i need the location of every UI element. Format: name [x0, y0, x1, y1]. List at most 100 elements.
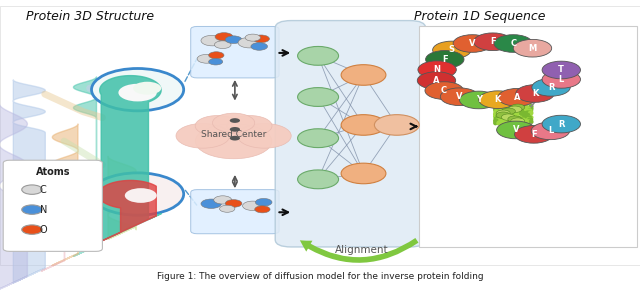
Circle shape: [341, 115, 386, 135]
Text: V: V: [513, 126, 519, 134]
Text: Atoms: Atoms: [36, 167, 70, 177]
Text: F: F: [531, 130, 536, 139]
Circle shape: [225, 200, 242, 207]
Circle shape: [22, 205, 42, 214]
Circle shape: [460, 91, 498, 109]
Circle shape: [225, 36, 242, 44]
Circle shape: [255, 198, 272, 206]
Circle shape: [298, 46, 339, 65]
Circle shape: [201, 35, 224, 46]
Circle shape: [195, 116, 240, 136]
Circle shape: [253, 35, 269, 43]
Text: Y: Y: [476, 96, 482, 104]
Circle shape: [238, 37, 261, 48]
Circle shape: [176, 123, 230, 148]
Text: S: S: [449, 46, 455, 54]
Circle shape: [496, 112, 510, 118]
Circle shape: [341, 65, 386, 85]
Text: L: L: [548, 126, 553, 135]
Text: Protein 3D Structure: Protein 3D Structure: [26, 10, 154, 23]
Text: Alignment: Alignment: [335, 245, 388, 255]
Text: L: L: [559, 75, 564, 84]
Circle shape: [508, 106, 522, 113]
Circle shape: [498, 88, 536, 106]
Circle shape: [508, 116, 522, 122]
Circle shape: [425, 82, 463, 99]
Circle shape: [214, 196, 232, 204]
Circle shape: [197, 54, 216, 63]
Circle shape: [542, 71, 580, 88]
Circle shape: [479, 91, 517, 108]
Circle shape: [511, 118, 525, 124]
Circle shape: [195, 123, 272, 159]
Circle shape: [542, 115, 580, 133]
Circle shape: [125, 188, 157, 203]
Circle shape: [426, 51, 464, 68]
Circle shape: [496, 110, 510, 116]
Circle shape: [22, 185, 42, 194]
Circle shape: [201, 199, 221, 208]
Circle shape: [22, 225, 42, 234]
Text: N: N: [40, 205, 47, 215]
Circle shape: [513, 39, 552, 57]
Text: V: V: [469, 39, 476, 48]
Circle shape: [494, 35, 532, 52]
Circle shape: [474, 33, 512, 51]
Text: K: K: [495, 95, 501, 104]
Circle shape: [230, 127, 240, 132]
Circle shape: [220, 205, 235, 212]
Circle shape: [227, 116, 272, 136]
Text: T: T: [558, 66, 564, 74]
Circle shape: [341, 163, 386, 184]
Text: K: K: [532, 89, 538, 98]
Circle shape: [92, 69, 184, 111]
Circle shape: [501, 108, 515, 114]
FancyBboxPatch shape: [191, 190, 279, 234]
FancyBboxPatch shape: [419, 26, 637, 247]
Circle shape: [92, 173, 184, 215]
Text: C: C: [510, 39, 516, 48]
FancyBboxPatch shape: [0, 6, 640, 265]
Circle shape: [501, 114, 515, 121]
Text: V: V: [456, 92, 463, 101]
Circle shape: [255, 206, 270, 213]
Circle shape: [215, 33, 233, 41]
FancyBboxPatch shape: [3, 160, 102, 251]
Text: R: R: [558, 120, 564, 128]
Text: Figure 1: The overview of diffusion model for the inverse protein folding: Figure 1: The overview of diffusion mode…: [157, 273, 483, 281]
Circle shape: [440, 88, 479, 106]
Circle shape: [531, 122, 570, 140]
Circle shape: [230, 136, 240, 141]
Circle shape: [245, 34, 260, 41]
Circle shape: [209, 59, 223, 65]
FancyBboxPatch shape: [191, 26, 279, 78]
Circle shape: [417, 72, 456, 89]
Circle shape: [516, 85, 554, 102]
Circle shape: [542, 61, 580, 79]
Circle shape: [230, 118, 240, 123]
Circle shape: [212, 113, 255, 133]
Circle shape: [433, 41, 471, 59]
Circle shape: [511, 104, 525, 111]
Text: A: A: [433, 76, 440, 85]
Circle shape: [532, 78, 570, 96]
Circle shape: [374, 115, 419, 135]
Circle shape: [251, 43, 268, 50]
Text: F: F: [442, 55, 447, 64]
Text: F: F: [490, 37, 495, 46]
Circle shape: [298, 88, 339, 106]
Text: A: A: [514, 93, 520, 102]
Circle shape: [497, 121, 535, 139]
Circle shape: [237, 123, 291, 148]
FancyArrowPatch shape: [300, 238, 419, 263]
Text: Shared Center: Shared Center: [201, 130, 266, 139]
Circle shape: [515, 126, 553, 143]
Circle shape: [118, 84, 157, 101]
Circle shape: [133, 82, 161, 95]
Text: O: O: [40, 225, 47, 235]
Circle shape: [298, 170, 339, 189]
Text: Protein 1D Sequence: Protein 1D Sequence: [414, 10, 546, 23]
Text: M: M: [529, 44, 536, 53]
Text: R: R: [548, 83, 554, 92]
Circle shape: [418, 61, 456, 78]
